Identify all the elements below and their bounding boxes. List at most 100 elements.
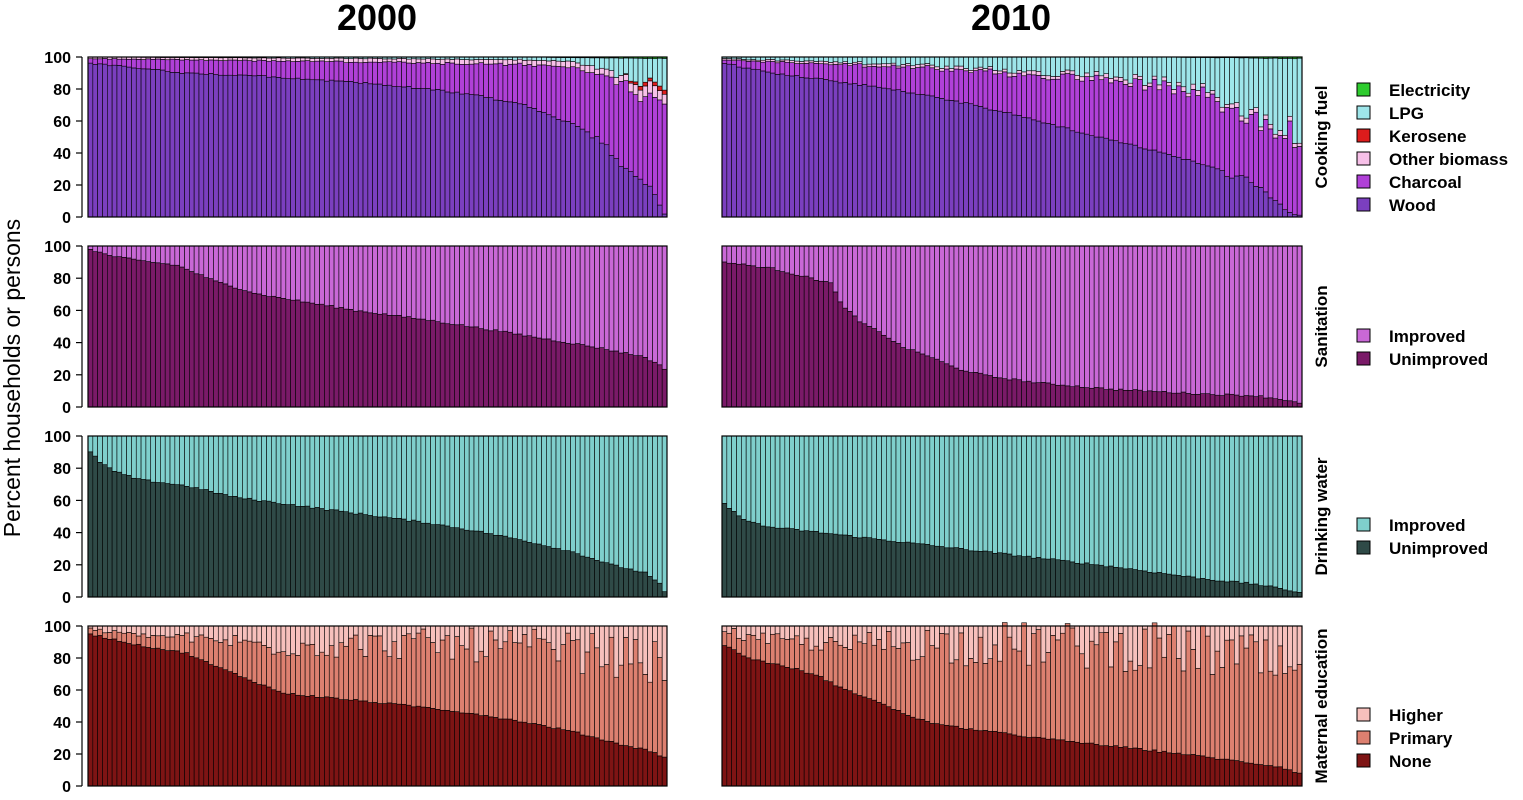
bar-segment-other-biomass — [944, 65, 950, 70]
bar-segment-unimproved — [102, 464, 108, 598]
bar-segment-charcoal — [459, 64, 465, 95]
bar-segment-improved — [866, 435, 873, 538]
bar-segment-wood — [736, 66, 742, 218]
bar-segment-improved — [1200, 245, 1206, 394]
bar-segment-primary — [492, 639, 499, 718]
bar-segment-improved — [1118, 245, 1124, 390]
bar-segment-unimproved — [184, 486, 190, 598]
legend-label-unimproved: Unimproved — [1389, 350, 1488, 369]
bar-segment-charcoal — [973, 70, 979, 106]
bar-segment-charcoal — [232, 59, 238, 76]
bar-segment-charcoal — [736, 59, 742, 68]
bar-segment-none — [818, 676, 824, 787]
bar-segment-wood — [271, 76, 277, 218]
bar-segment-primary — [599, 666, 605, 741]
bar-segment-higher — [565, 625, 571, 634]
bar-segment-improved — [1156, 435, 1163, 573]
bar-segment-improved — [637, 245, 644, 356]
bar-segment-none — [314, 697, 320, 787]
bar-segment-charcoal — [386, 61, 393, 86]
bar-segment-improved — [750, 435, 757, 523]
bar-segment-primary — [1118, 633, 1124, 748]
bar-segment-higher — [169, 625, 176, 638]
bar-segment-improved — [1026, 435, 1032, 557]
bar-segment-improved — [160, 245, 166, 264]
bar-segment-charcoal — [721, 59, 728, 64]
bar-segment-unimproved — [222, 283, 229, 408]
legend-label-charcoal: Charcoal — [1389, 173, 1462, 192]
bar-segment-wood — [483, 97, 489, 218]
bar-segment-charcoal — [454, 63, 460, 93]
bar-segment-improved — [1263, 245, 1269, 399]
bar-segment-none — [227, 671, 234, 787]
bar-segment-primary — [992, 644, 998, 732]
bar-segment-improved — [237, 435, 243, 499]
bar-segment-higher — [1156, 625, 1163, 639]
bar-segment-unimproved — [760, 525, 766, 598]
bar-segment-unimproved — [145, 261, 152, 408]
bar-segment-improved — [275, 245, 282, 298]
bar-segment-charcoal — [1040, 78, 1047, 124]
bar-segment-unimproved — [1108, 388, 1114, 408]
bar-segment-charcoal — [1263, 119, 1269, 193]
bar-segment-lpg — [1132, 56, 1138, 75]
bar-segment-none — [755, 659, 761, 787]
bar-segment-improved — [92, 435, 98, 457]
bar-segment-improved — [613, 245, 620, 352]
bar-segment-higher — [131, 625, 137, 634]
bar-segment-wood — [1272, 200, 1279, 218]
bar-segment-unimproved — [632, 570, 639, 598]
bar-segment-charcoal — [866, 66, 873, 87]
bar-segment-charcoal — [87, 58, 94, 64]
bar-segment-unimproved — [1045, 558, 1051, 598]
bar-segment-improved — [92, 245, 98, 252]
bar-segment-higher — [968, 625, 974, 659]
bar-segment-primary — [507, 630, 513, 720]
bar-segment-none — [1166, 752, 1172, 787]
bar-segment-improved — [232, 435, 238, 497]
bar-segment-improved — [847, 245, 853, 312]
bar-segment-primary — [193, 636, 200, 659]
bar-segment-none — [92, 635, 98, 787]
bar-segment-unimproved — [189, 271, 195, 408]
bar-segment-unimproved — [391, 518, 398, 598]
bar-segment-wood — [905, 92, 911, 218]
bar-segment-improved — [963, 245, 969, 372]
bar-segment-unimproved — [919, 543, 926, 598]
column-title-2000: 2000 — [337, 0, 417, 38]
bar-segment-none — [657, 755, 663, 787]
bar-segment-none — [895, 710, 902, 787]
bar-segment-unimproved — [430, 319, 436, 408]
bar-segment-other-biomass — [1098, 75, 1105, 81]
bar-segment-none — [531, 723, 538, 787]
bar-segment-none — [803, 672, 810, 787]
bar-segment-charcoal — [1026, 73, 1032, 119]
bar-segment-improved — [1060, 245, 1066, 386]
bar-segment-none — [1098, 745, 1105, 787]
bar-segment-primary — [794, 635, 800, 669]
bar-segment-unimproved — [550, 340, 557, 408]
bar-segment-charcoal — [164, 59, 171, 72]
bar-segment-charcoal — [905, 65, 911, 94]
bar-segment-none — [1142, 750, 1148, 787]
bar-segment-higher — [779, 625, 786, 639]
bar-segment-primary — [362, 656, 369, 702]
bar-segment-unimproved — [193, 487, 200, 598]
bar-segment-unimproved — [1108, 565, 1114, 598]
bar-segment-wood — [1200, 164, 1206, 218]
bar-segment-unimproved — [492, 329, 499, 408]
bar-segment-improved — [169, 435, 176, 485]
y-tick-label: 80 — [53, 271, 71, 288]
bar-segment-primary — [1050, 635, 1056, 740]
bar-segment-improved — [594, 245, 600, 349]
bar-segment-primary — [1132, 669, 1138, 749]
bar-segment-wood — [1253, 186, 1259, 218]
bar-segment-none — [661, 756, 668, 787]
bar-segment-charcoal — [618, 81, 624, 167]
bar-segment-higher — [135, 625, 142, 637]
bar-segment-improved — [439, 245, 446, 324]
bar-segment-unimproved — [900, 542, 906, 598]
bar-segment-other-biomass — [828, 62, 834, 66]
bar-segment-improved — [589, 245, 595, 348]
